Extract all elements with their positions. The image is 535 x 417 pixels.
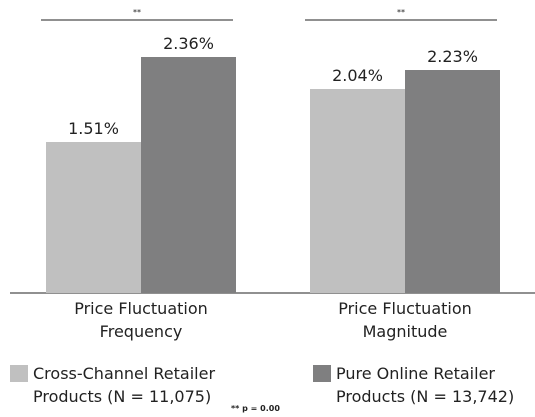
legend-label: Cross-Channel Retailer Products (N = 11,… bbox=[33, 364, 216, 406]
value-label: 2.36% bbox=[163, 34, 214, 53]
legend-swatch bbox=[313, 365, 331, 382]
bar bbox=[141, 57, 236, 293]
bar bbox=[310, 89, 405, 293]
significance-mark: ** bbox=[133, 8, 141, 17]
footnote: ** p = 0.00 bbox=[231, 404, 280, 413]
bar bbox=[405, 70, 500, 293]
bar bbox=[46, 142, 141, 293]
x-tick-label: Price Fluctuation Frequency bbox=[74, 299, 208, 341]
significance-mark: ** bbox=[397, 8, 405, 17]
value-label: 2.23% bbox=[427, 47, 478, 66]
value-label: 1.51% bbox=[68, 119, 119, 138]
value-label: 2.04% bbox=[332, 66, 383, 85]
x-tick-label: Price Fluctuation Magnitude bbox=[338, 299, 472, 341]
legend-label: Pure Online Retailer Products (N = 13,74… bbox=[336, 364, 515, 406]
legend-swatch bbox=[10, 365, 28, 382]
